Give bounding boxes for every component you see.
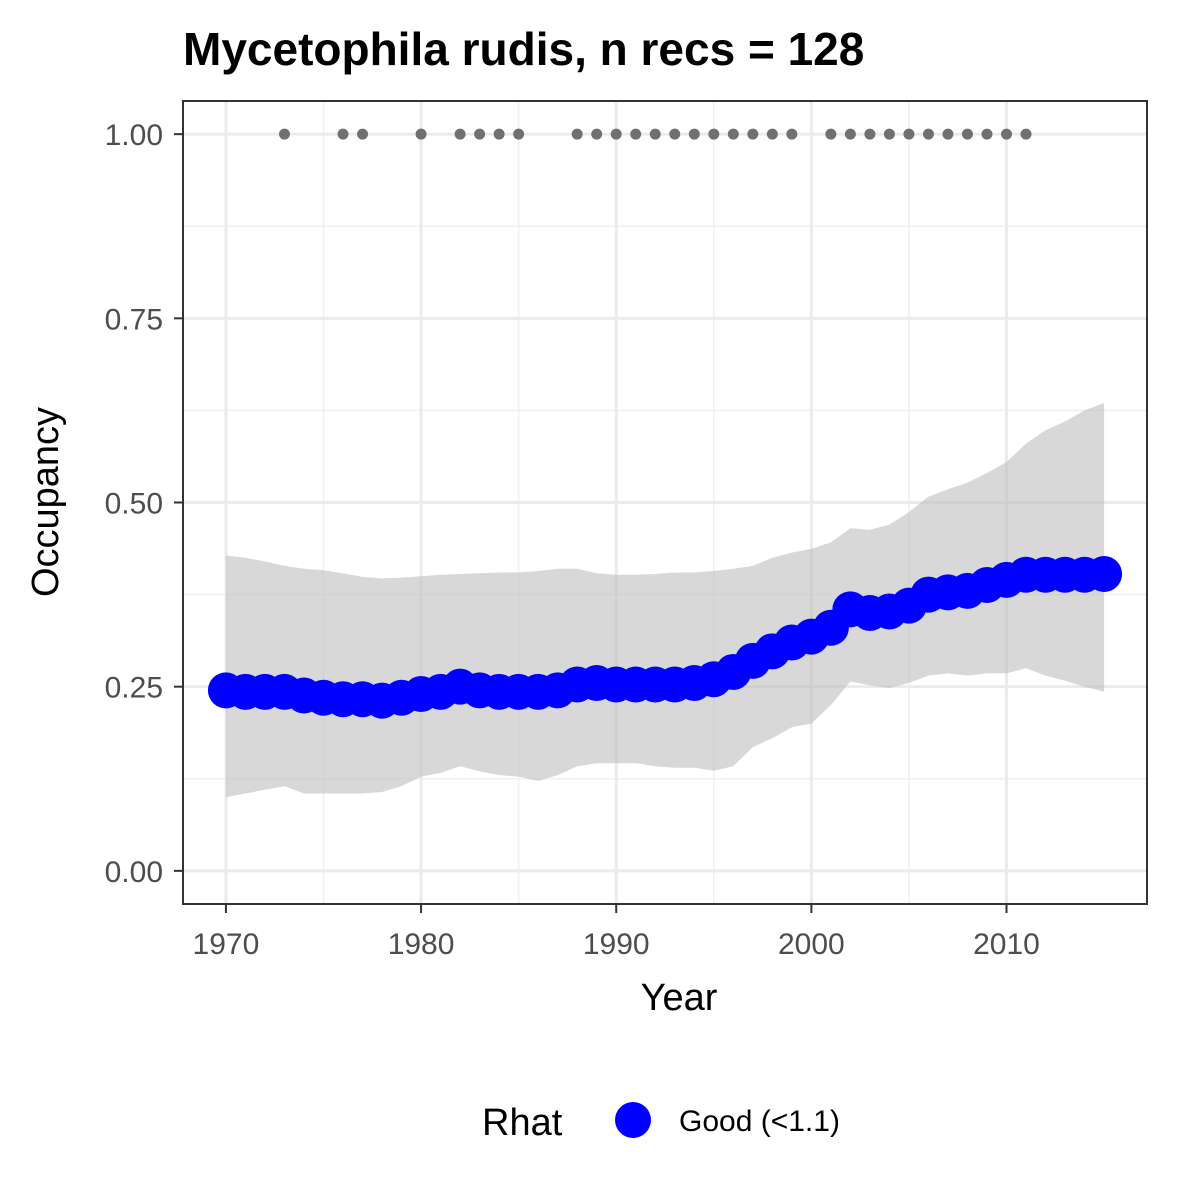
y-tick-label: 0.25 — [105, 672, 163, 705]
record-point — [415, 128, 427, 140]
record-point — [649, 128, 661, 140]
record-point — [630, 128, 642, 140]
x-axis-title: Year — [641, 977, 718, 1019]
record-point — [786, 128, 798, 140]
x-tick-label: 1980 — [388, 928, 455, 961]
record-point — [747, 128, 759, 140]
record-point — [610, 128, 622, 140]
record-point — [571, 128, 583, 140]
chart-title: Mycetophila rudis, n recs = 128 — [183, 23, 864, 75]
x-axis: 1970 1980 1990 2000 2010 — [193, 904, 1040, 961]
y-axis-title: Occupancy — [25, 407, 67, 597]
x-tick-label: 2000 — [778, 928, 845, 961]
occupancy-estimates — [207, 555, 1123, 719]
record-point — [708, 128, 720, 140]
record-point — [883, 128, 895, 140]
legend-title: Rhat — [482, 1102, 563, 1144]
x-tick-label: 1990 — [583, 928, 650, 961]
record-point — [669, 128, 681, 140]
record-point — [844, 128, 856, 140]
record-point — [981, 128, 993, 140]
record-point — [357, 128, 369, 140]
record-point — [278, 128, 290, 140]
record-point — [1000, 128, 1012, 140]
y-tick-label: 1.00 — [105, 119, 163, 152]
record-point — [942, 128, 954, 140]
record-point — [864, 128, 876, 140]
legend-key-good — [615, 1102, 651, 1138]
legend-label-good: Good (<1.1) — [679, 1105, 840, 1138]
record-point — [903, 128, 915, 140]
record-point — [454, 128, 466, 140]
record-point — [591, 128, 603, 140]
record-point — [961, 128, 973, 140]
record-point — [474, 128, 486, 140]
record-point — [727, 128, 739, 140]
x-tick-label: 1970 — [193, 928, 260, 961]
record-points — [278, 128, 1032, 140]
record-point — [922, 128, 934, 140]
occupancy-point — [1086, 555, 1123, 592]
record-point — [513, 128, 525, 140]
record-point — [493, 128, 505, 140]
y-axis: 0.00 0.25 0.50 0.75 1.00 — [105, 119, 183, 889]
record-point — [766, 128, 778, 140]
y-tick-label: 0.00 — [105, 856, 163, 889]
y-tick-label: 0.50 — [105, 488, 163, 521]
record-point — [825, 128, 837, 140]
x-tick-label: 2010 — [973, 928, 1040, 961]
record-point — [337, 128, 349, 140]
record-point — [1020, 128, 1032, 140]
legend: Rhat Good (<1.1) — [482, 1102, 840, 1144]
y-tick-label: 0.75 — [105, 303, 163, 336]
record-point — [688, 128, 700, 140]
